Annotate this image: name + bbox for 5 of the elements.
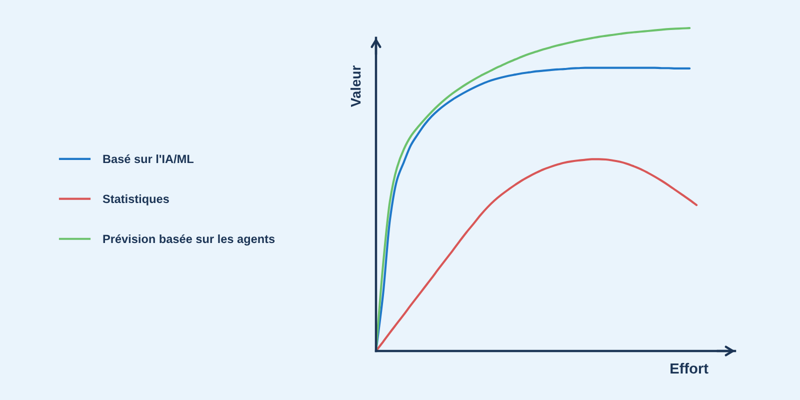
legend-label: Prévision basée sur les agents [103, 234, 275, 246]
legend-label: Basé sur l'IA/ML [103, 154, 194, 164]
y-axis-title: Valeur [350, 66, 361, 107]
legend-label: Statistiques [102, 194, 169, 206]
x-axis-title: Effort [670, 362, 708, 374]
